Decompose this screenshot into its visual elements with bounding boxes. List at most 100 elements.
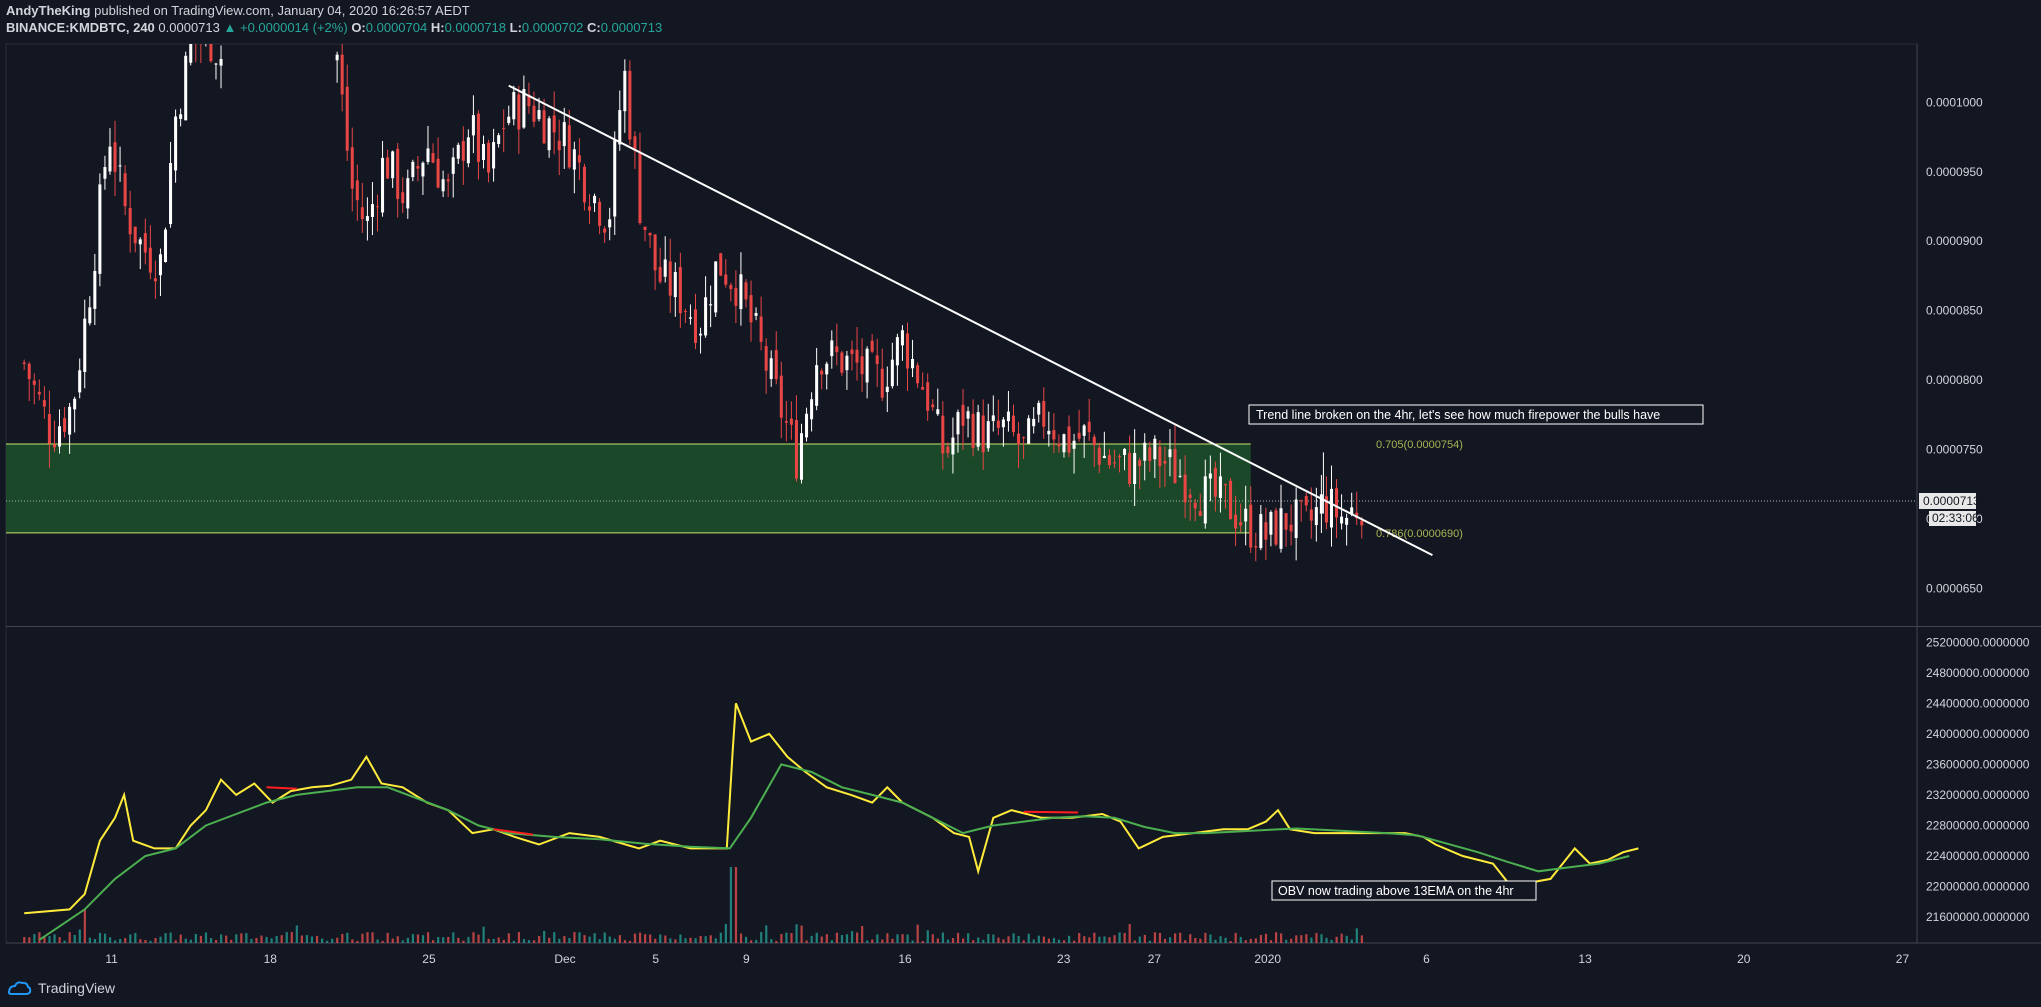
candle-body (370, 204, 374, 218)
volume-bar (931, 934, 934, 943)
candle-body (668, 261, 672, 296)
volume-bar (911, 940, 914, 943)
candle-body (688, 317, 692, 319)
candle-body (693, 309, 698, 343)
volume-bar (1350, 939, 1353, 943)
volume-bar (679, 934, 682, 943)
volume-bar (871, 939, 874, 943)
candle-body (699, 333, 703, 336)
candle-body (663, 259, 667, 277)
volume-bar (194, 933, 197, 943)
candle-body (73, 398, 77, 410)
volume-bar (23, 936, 26, 943)
candle-body (1183, 474, 1187, 503)
volume-bar (553, 932, 556, 943)
volume-bar (538, 936, 541, 943)
chart-canvas[interactable]: 0.705(0.0000754)0.786(0.0000690) 0.00010… (0, 0, 2041, 975)
symbol-label[interactable]: BINANCE:KMDBTC, 240 (6, 20, 155, 35)
candle-body (865, 348, 869, 383)
high-value: 0.0000718 (444, 20, 507, 35)
current-price-label: 0.0000713 (1923, 494, 1980, 508)
candle-body (557, 140, 561, 151)
volume-bar (563, 936, 566, 943)
obv-tick-label: 24400000.0000000 (1926, 696, 2030, 710)
volume-bar (684, 938, 687, 943)
candle-body (507, 116, 511, 124)
candle-body (1097, 447, 1101, 465)
volume-bar (406, 937, 409, 943)
candle-body (118, 165, 122, 167)
volume-bar (285, 932, 288, 943)
candle-body (1355, 512, 1359, 519)
volume-bar (1093, 932, 1096, 943)
candle-body (618, 110, 622, 145)
volume-bar (1280, 933, 1283, 943)
candle-body (476, 113, 480, 162)
volume-bar (482, 926, 485, 943)
candle-body (714, 261, 718, 313)
author-name[interactable]: AndyTheKing (6, 3, 91, 18)
volume-bar (310, 936, 314, 943)
volume-bar (876, 934, 879, 943)
candle-body (911, 358, 915, 369)
volume-bar (1073, 940, 1076, 943)
candle-body (1047, 430, 1051, 435)
volume-bar (1088, 937, 1091, 943)
candle-body (481, 143, 486, 161)
volume-bar (134, 932, 137, 943)
volume-bar (1285, 939, 1288, 943)
candle-body (633, 136, 637, 151)
volume-bar (780, 934, 783, 943)
volume-bar (856, 932, 859, 943)
volume-bar (1330, 939, 1333, 943)
volume-bar (295, 925, 298, 943)
candle-body (598, 201, 602, 226)
candle-body (1239, 522, 1243, 526)
volume-bar (1360, 935, 1363, 943)
volume-bar (1259, 934, 1263, 943)
candle-body (1037, 402, 1041, 415)
volume-bar (750, 940, 753, 943)
volume-bar (734, 867, 738, 943)
volume-bar (346, 932, 349, 943)
time-tick-label: 9 (743, 952, 750, 966)
candle-body (27, 363, 31, 380)
candle-body (1158, 446, 1162, 467)
candle-body (396, 148, 400, 200)
candle-body (709, 304, 713, 306)
candle-body (926, 382, 930, 411)
candle-body (57, 426, 62, 447)
footer-brand[interactable]: TradingView (6, 980, 115, 996)
candle-body (638, 151, 642, 224)
candle-body (1072, 440, 1076, 449)
candle-body (1067, 426, 1071, 453)
candle-body (189, 44, 193, 63)
candle-body (179, 114, 183, 119)
volume-bar (432, 940, 435, 943)
candle-body (956, 412, 960, 435)
volume-bar (149, 940, 152, 943)
current-price-badge (1919, 492, 1976, 509)
obv-tick-label: 22400000.0000000 (1926, 849, 2030, 863)
candle-body (209, 44, 213, 62)
candle-body (1082, 425, 1086, 436)
volume-bar (396, 936, 399, 943)
candle-body (1163, 460, 1167, 464)
volume-bar (941, 932, 945, 943)
candle-body (971, 413, 975, 448)
volume-bar (926, 930, 929, 943)
candle-body (613, 140, 617, 217)
volume-bar (1254, 938, 1257, 943)
time-tick-label: Dec (554, 952, 575, 966)
volume-bar (830, 940, 833, 943)
candle-body (805, 413, 809, 438)
candle-body (724, 274, 728, 285)
candle-body (799, 433, 804, 480)
volume-bar (977, 937, 980, 943)
volume-bar (437, 937, 440, 943)
countdown-badge (1929, 510, 1976, 526)
volume-bar (411, 934, 415, 943)
volume-bar (179, 934, 182, 943)
volume-bar (336, 937, 339, 943)
volume-bar (225, 935, 228, 943)
